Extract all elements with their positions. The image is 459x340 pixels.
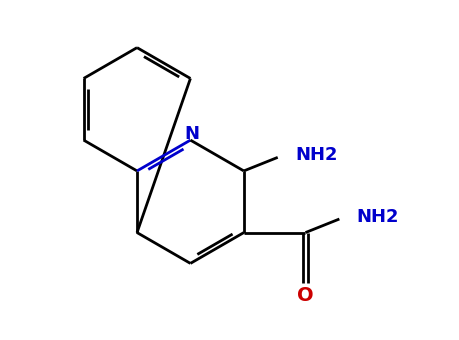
Text: NH2: NH2 xyxy=(356,207,398,225)
Text: O: O xyxy=(297,286,313,305)
Text: NH2: NH2 xyxy=(294,146,337,164)
Text: N: N xyxy=(184,125,199,143)
